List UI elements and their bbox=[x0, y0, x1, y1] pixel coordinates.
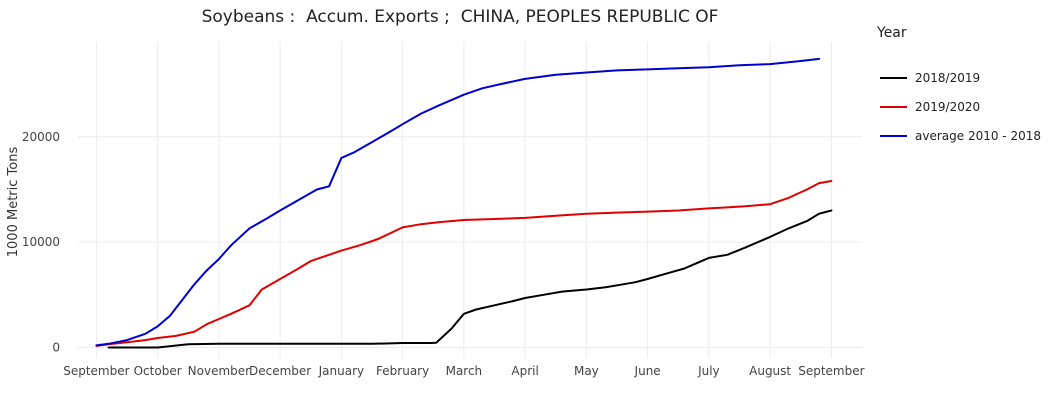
x-tick-label: November bbox=[188, 364, 250, 378]
x-tick-label: January bbox=[318, 364, 365, 378]
y-axis-ticks: 0 10000 20000 bbox=[22, 130, 60, 355]
y-tick-label: 0 bbox=[52, 340, 60, 354]
y-axis-label: 1000 Metric Tons bbox=[6, 147, 21, 258]
x-tick-label: May bbox=[574, 364, 599, 378]
legend[interactable]: Year 2018/2019 2019/2020 average 2010 - 20… bbox=[876, 25, 1041, 143]
legend-items: 2018/2019 2019/2020 average 2010 - 2018 bbox=[880, 71, 1041, 143]
x-tick-label: June bbox=[634, 364, 661, 378]
x-tick-label: April bbox=[511, 364, 538, 378]
x-tick-label: October bbox=[134, 364, 182, 378]
series-line bbox=[95, 180, 833, 347]
x-tick-label: August bbox=[749, 364, 791, 378]
x-tick-label: September bbox=[63, 364, 129, 378]
chart-title: Soybeans : Accum. Exports ; CHINA, PEOPL… bbox=[202, 7, 719, 27]
legend-entry-label[interactable]: 2019/2020 bbox=[915, 100, 980, 114]
y-tick-label: 10000 bbox=[22, 235, 60, 249]
x-tick-label: March bbox=[446, 364, 483, 378]
legend-entry-label[interactable]: average 2010 - 2018 bbox=[915, 129, 1041, 143]
legend-entry-label[interactable]: 2018/2019 bbox=[915, 71, 980, 85]
series-layer bbox=[95, 57, 833, 349]
x-tick-label: July bbox=[697, 364, 720, 378]
y-tick-label: 20000 bbox=[22, 130, 60, 144]
x-tick-label: February bbox=[376, 364, 429, 378]
series-line bbox=[107, 209, 833, 349]
series-line bbox=[95, 57, 821, 347]
x-tick-label: December bbox=[249, 364, 311, 378]
grid-layer bbox=[78, 42, 862, 358]
legend-title: Year bbox=[876, 25, 907, 41]
x-tick-label: September bbox=[798, 364, 864, 378]
